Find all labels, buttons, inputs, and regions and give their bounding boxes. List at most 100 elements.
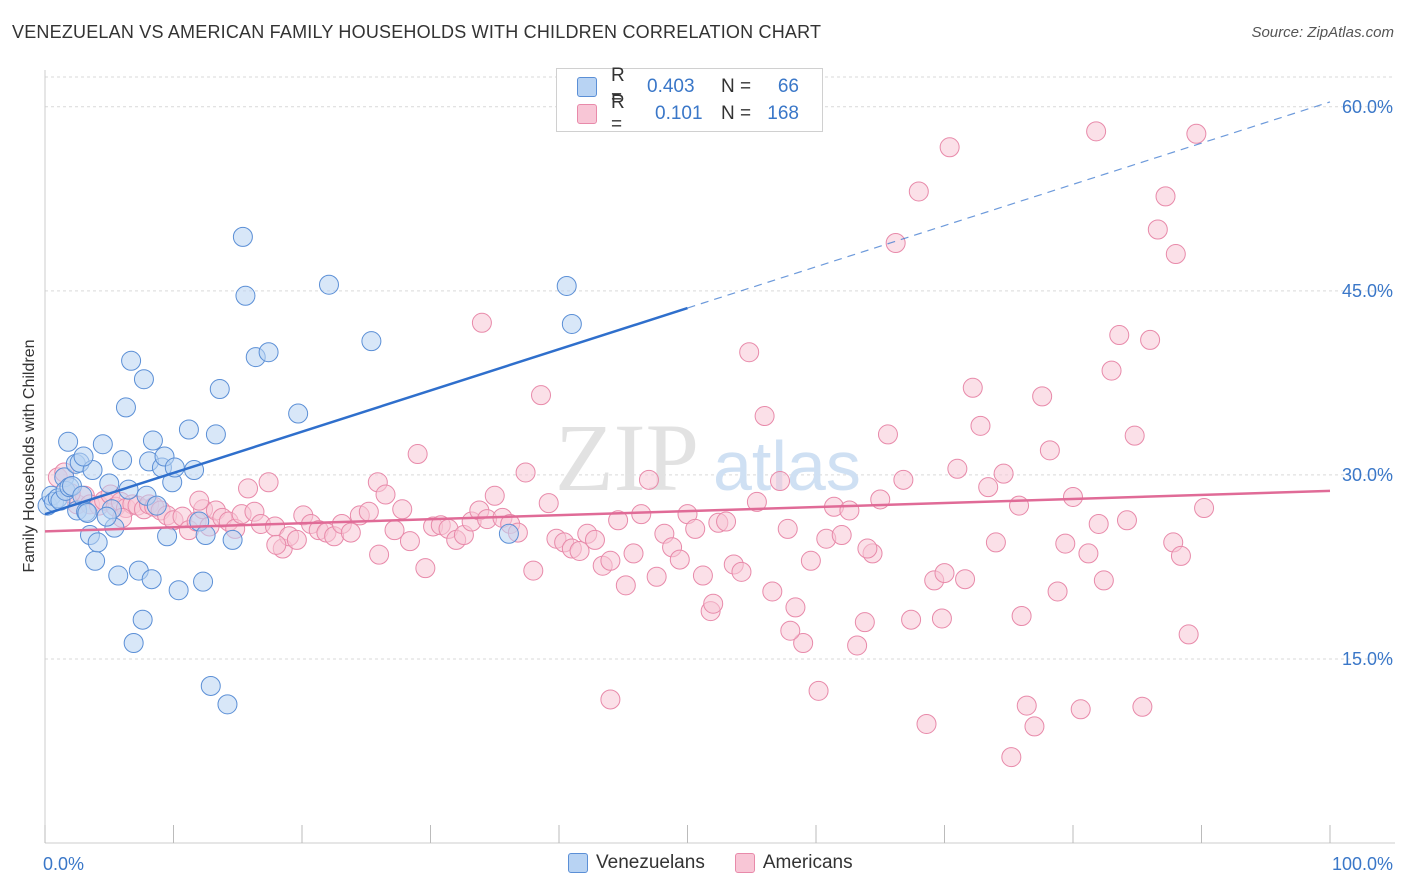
american-point	[1032, 386, 1053, 407]
venezuelan-point	[178, 419, 199, 440]
venezuelan-point	[92, 434, 113, 455]
american-point	[1147, 219, 1168, 240]
legend-row-venezuelans: R = 0.403 N = 66	[577, 65, 799, 108]
venezuelan-point	[77, 502, 98, 523]
american-point	[703, 593, 724, 614]
american-legend-swatch	[734, 853, 755, 873]
venezuelan-trend-line	[44, 306, 688, 516]
venezuelan-point	[168, 580, 189, 601]
american-point	[515, 462, 536, 483]
venezuelan-swatch	[577, 77, 597, 97]
venezuelan-point	[222, 529, 243, 550]
y-axis-title: Family Households with Children	[21, 340, 38, 573]
axis-labels: 15.0% 30.0% 45.0% 60.0% 0.0% 100.0% Family Hou…	[21, 97, 1393, 874]
y-tick-label: 15.0%	[1342, 649, 1393, 669]
american-point	[985, 532, 1006, 553]
american-point	[1016, 695, 1037, 716]
american-point	[1124, 425, 1145, 446]
american-point	[1165, 244, 1186, 265]
american-point	[800, 550, 821, 571]
venezuelan-point	[361, 331, 382, 352]
american-point	[538, 493, 559, 514]
american-point	[762, 581, 783, 602]
american-point	[1101, 360, 1122, 381]
american-point	[893, 469, 914, 490]
r-value: 0.403	[647, 76, 695, 97]
x-tick-label: 100.0%	[1332, 854, 1393, 874]
american-point	[258, 472, 279, 493]
american-point	[584, 529, 605, 550]
american-point	[916, 713, 937, 734]
legend-row-americans: R = 0.101 N = 168	[577, 92, 799, 135]
american-point	[839, 500, 860, 521]
american-point	[901, 609, 922, 630]
y-tick-label: 45.0%	[1342, 281, 1393, 301]
american-point	[1155, 186, 1176, 207]
american-point	[931, 608, 952, 629]
venezuelan-point	[115, 397, 136, 418]
american-point	[993, 463, 1014, 484]
american-point	[1178, 624, 1199, 645]
american-point	[638, 469, 659, 490]
american-point	[1088, 513, 1109, 534]
american-point	[369, 544, 390, 565]
american-point	[1063, 486, 1083, 507]
american-point	[484, 485, 505, 506]
american-point	[1009, 495, 1030, 516]
trend-lines	[44, 101, 1331, 533]
american-point	[392, 499, 413, 520]
american-point	[523, 560, 544, 581]
watermark: ZIP atlas	[555, 404, 861, 511]
watermark-zip: ZIP	[555, 404, 699, 511]
american-point	[785, 597, 806, 618]
source-label: Source: ZipAtlas.com	[1251, 24, 1394, 41]
american-point	[340, 522, 361, 543]
american-point	[631, 504, 652, 525]
american-point	[939, 137, 960, 158]
american-point	[1186, 123, 1207, 144]
chart-title: VENEZUELAN VS AMERICAN FAMILY HOUSEHOLDS…	[12, 22, 822, 42]
n-label: N =	[721, 103, 752, 124]
venezuelan-point	[85, 550, 106, 571]
american-point	[1086, 121, 1107, 142]
venezuelan-point	[205, 424, 226, 445]
american-point	[407, 444, 428, 465]
r-label: R =	[611, 65, 625, 108]
american-point	[415, 558, 436, 579]
american-point	[978, 477, 999, 498]
american-point	[692, 565, 713, 586]
american-point	[970, 415, 991, 436]
n-label: N =	[721, 76, 752, 97]
american-point	[286, 529, 307, 550]
legend-item-americans: Americans	[734, 852, 853, 874]
american-point	[1011, 606, 1032, 627]
american-point	[600, 689, 621, 710]
venezuelan-point	[87, 532, 108, 553]
american-point	[1116, 510, 1137, 531]
american-point	[623, 543, 644, 564]
american-point	[877, 424, 898, 445]
american-point	[238, 478, 259, 499]
american-point	[266, 534, 287, 555]
series-legend: Venezuelans Americans	[568, 852, 883, 874]
venezuelan-point	[498, 523, 519, 544]
axis-layer	[44, 70, 1395, 844]
american-point	[847, 635, 868, 656]
american-point	[731, 561, 752, 582]
x-tick-label: 0.0%	[43, 854, 84, 874]
american-point	[777, 518, 798, 539]
american-point	[1078, 543, 1099, 564]
american-point	[615, 575, 636, 596]
american-point	[1109, 325, 1130, 346]
american-point	[1024, 716, 1045, 737]
y-tick-label: 30.0%	[1342, 465, 1393, 485]
venezuelan-point	[123, 633, 144, 654]
venezuelan-point	[96, 506, 117, 527]
american-point	[1132, 696, 1153, 717]
watermark-atlas: atlas	[713, 427, 861, 505]
american-point	[1001, 747, 1022, 768]
venezuelan-point	[73, 446, 94, 467]
american-point	[531, 385, 552, 406]
venezuelan-point	[142, 430, 163, 451]
american-point	[1039, 440, 1060, 461]
